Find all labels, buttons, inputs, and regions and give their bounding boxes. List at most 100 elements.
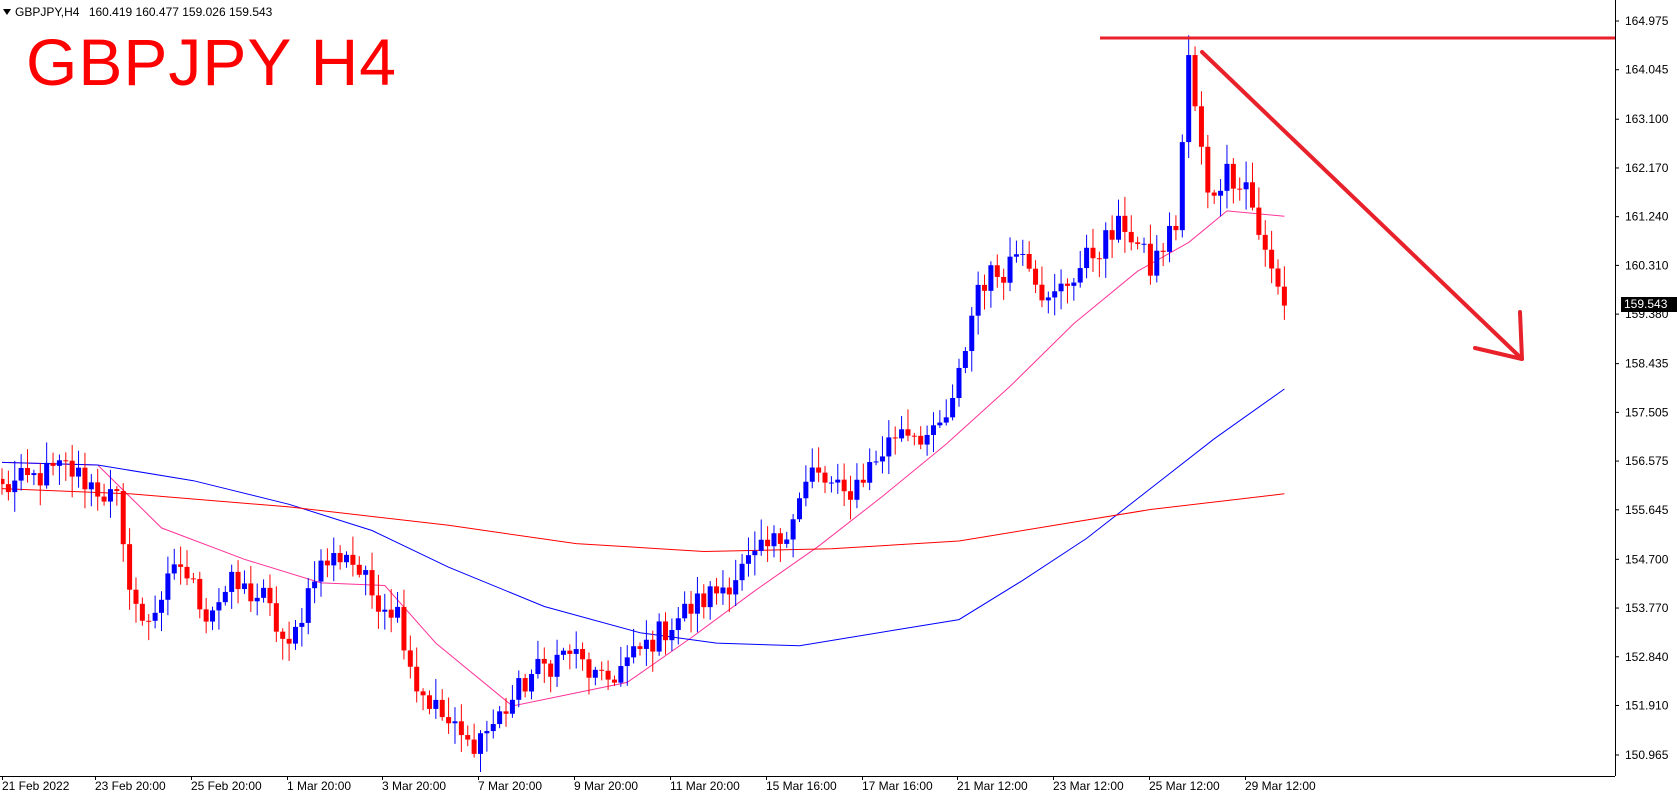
candle <box>694 576 700 633</box>
candle <box>439 689 445 721</box>
candle <box>841 463 847 507</box>
candle <box>529 669 535 700</box>
candle <box>5 470 11 501</box>
candle <box>605 660 611 691</box>
candle <box>1205 135 1211 209</box>
candle <box>930 412 936 453</box>
candle <box>1167 212 1173 263</box>
chevron-down-icon[interactable] <box>3 9 11 15</box>
candle <box>210 606 216 631</box>
price-tick-label: 162.170 <box>1625 161 1669 175</box>
candle <box>720 570 726 605</box>
candle <box>522 673 528 698</box>
candle <box>994 254 1000 288</box>
time-tick-label: 7 Mar 20:00 <box>478 779 542 793</box>
candle <box>624 645 630 686</box>
candle <box>299 608 305 647</box>
price-tick-label: 164.975 <box>1625 14 1669 28</box>
candle <box>771 525 777 558</box>
candle <box>1013 240 1019 263</box>
time-tick-label: 23 Mar 12:00 <box>1053 779 1124 793</box>
candle <box>426 690 432 715</box>
candle <box>312 561 318 604</box>
candle <box>1109 215 1115 258</box>
candle <box>828 476 834 493</box>
annotations <box>1100 36 1615 361</box>
candle <box>369 552 375 609</box>
price-tick-label: 151.910 <box>1625 698 1669 712</box>
candle <box>286 621 292 661</box>
candle <box>669 618 675 652</box>
candle <box>848 475 854 520</box>
candle <box>171 548 177 580</box>
candle <box>1269 230 1275 284</box>
candle <box>509 685 515 718</box>
candle <box>44 442 50 489</box>
candle <box>860 463 866 488</box>
candle <box>682 591 688 622</box>
candle <box>726 577 732 613</box>
candle <box>962 347 968 374</box>
candle <box>0 468 5 495</box>
candle <box>1275 259 1281 295</box>
candle <box>101 483 107 506</box>
time-tick-label: 15 Mar 16:00 <box>766 779 837 793</box>
candle <box>63 452 69 481</box>
candle <box>943 399 949 426</box>
candle <box>331 537 337 582</box>
candle <box>1256 187 1262 240</box>
time-tick-label: 25 Feb 20:00 <box>191 779 262 793</box>
candle <box>956 358 962 407</box>
candle <box>197 571 203 619</box>
candle <box>1192 46 1198 112</box>
candle <box>765 526 771 562</box>
candle <box>363 565 369 596</box>
candle <box>1045 291 1051 314</box>
candle <box>663 612 669 655</box>
candle <box>1090 228 1096 273</box>
candle <box>407 635 413 679</box>
candle <box>879 436 885 474</box>
candle <box>1001 268 1007 300</box>
candle <box>1007 237 1013 292</box>
candle <box>203 597 209 634</box>
candle <box>76 450 82 488</box>
candle <box>797 492 802 522</box>
candle <box>567 644 573 670</box>
candle <box>114 486 120 506</box>
price-tick-label: 154.700 <box>1625 552 1669 566</box>
candle <box>1154 235 1160 283</box>
price-tick-label: 150.965 <box>1625 748 1669 762</box>
candle <box>490 709 496 739</box>
candle <box>433 679 439 719</box>
moving-averages <box>1 210 1285 707</box>
candle <box>88 474 94 507</box>
candle <box>1052 273 1058 316</box>
candle <box>25 449 31 483</box>
candle <box>790 514 796 558</box>
candle <box>1128 215 1134 251</box>
ma-line-slow <box>1 488 1285 553</box>
candle <box>1186 35 1192 158</box>
candle <box>631 628 637 664</box>
time-tick-label: 3 Mar 20:00 <box>382 779 446 793</box>
candle <box>1218 179 1224 217</box>
candle <box>273 586 279 643</box>
candle <box>752 531 758 576</box>
current-price-label: 159.543 <box>1621 297 1677 312</box>
candle <box>611 675 617 687</box>
candle <box>1147 224 1153 285</box>
candle <box>18 454 24 491</box>
candle <box>701 584 707 619</box>
price-tick-label: 160.310 <box>1625 258 1669 272</box>
candle <box>216 588 222 630</box>
candle <box>745 537 751 577</box>
candle <box>975 271 981 335</box>
candle <box>1071 278 1077 301</box>
candle <box>127 528 133 610</box>
candle <box>56 454 62 485</box>
time-tick-label: 11 Mar 20:00 <box>670 779 740 793</box>
candle <box>503 697 509 727</box>
